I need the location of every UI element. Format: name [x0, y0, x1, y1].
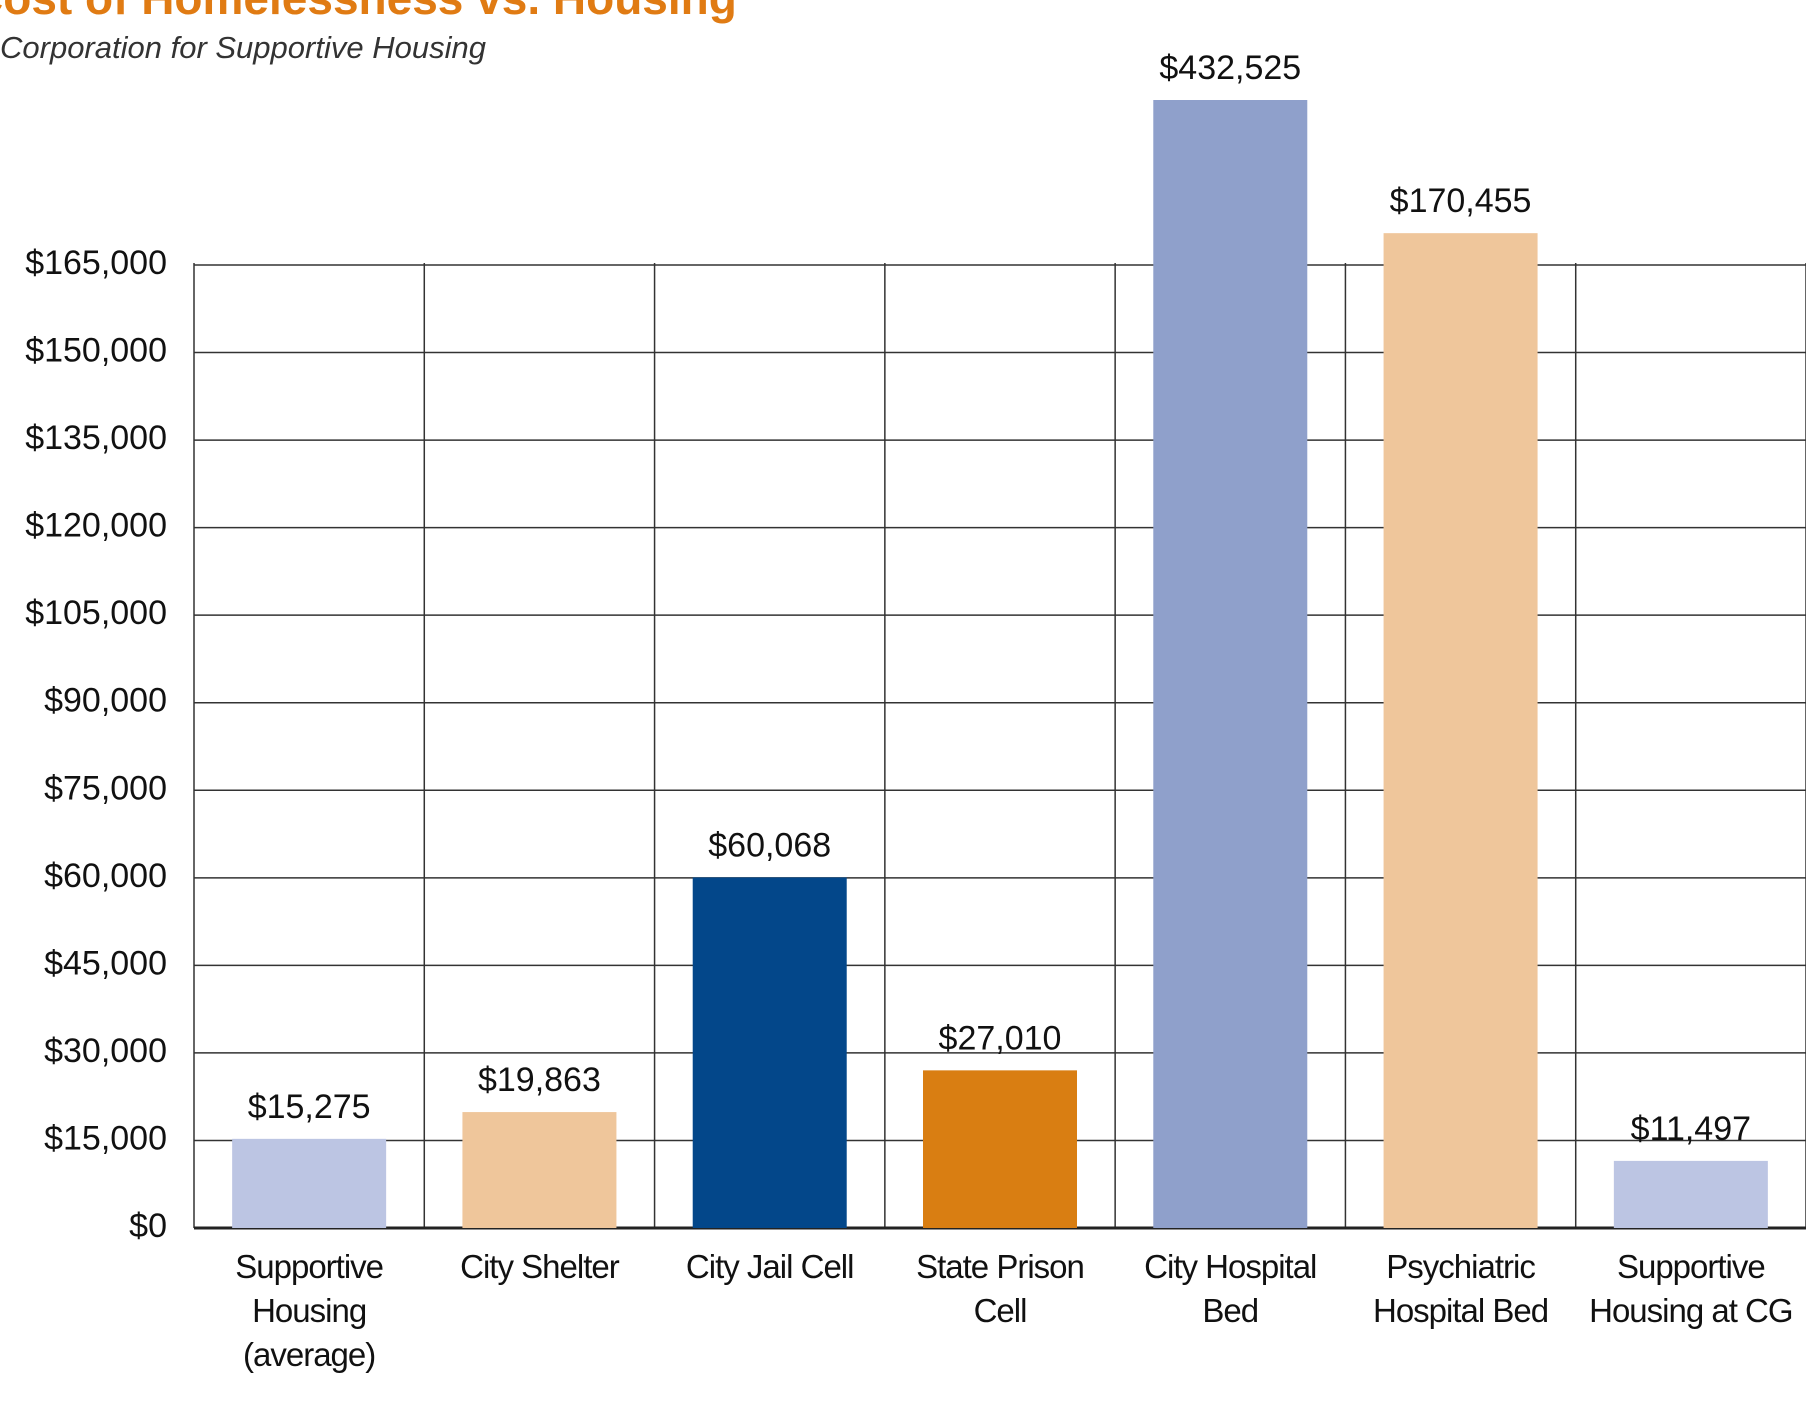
x-tick-label: Psychiatric Hospital Bed: [1373, 1248, 1549, 1329]
bar: [1153, 100, 1308, 1229]
y-tick-label: $105,000: [25, 594, 167, 632]
bar: [1613, 1160, 1768, 1228]
y-tick-label: $15,000: [44, 1119, 167, 1157]
x-tick-label: City Hospital Bed: [1144, 1248, 1317, 1329]
chart-title: Cost of Homelessness vs. Housing: [0, 0, 737, 24]
y-tick-label: $165,000: [25, 244, 167, 282]
value-label: $27,010: [939, 1019, 1062, 1057]
bar: [462, 1112, 617, 1228]
bar: [232, 1138, 387, 1228]
x-tick-label: City Jail Cell: [685, 1248, 855, 1285]
value-label: $60,068: [708, 826, 831, 864]
y-tick-label: $60,000: [44, 857, 167, 895]
bar: [923, 1070, 1077, 1228]
value-label: $432,525: [1159, 49, 1301, 87]
y-tick-label: $135,000: [25, 419, 167, 457]
value-label: $11,497: [1631, 1110, 1751, 1148]
y-tick-label: $150,000: [25, 332, 167, 370]
value-label: $19,863: [478, 1061, 601, 1099]
y-tick-label: $30,000: [44, 1032, 167, 1070]
y-tick-label: $120,000: [25, 507, 167, 545]
x-tick-label: Supportive Housing (average): [235, 1248, 384, 1373]
y-tick-label: $0: [129, 1207, 167, 1245]
y-tick-label: $45,000: [44, 944, 167, 982]
bar: [1383, 233, 1538, 1228]
x-tick-label: State Prison Cell: [916, 1248, 1085, 1329]
value-label: $170,455: [1390, 182, 1532, 220]
x-tick-label: City Shelter: [460, 1248, 620, 1285]
x-tick-label: Supportive Housing at CG: [1589, 1248, 1793, 1329]
chart-subtitle: Corporation for Supportive Housing: [0, 30, 486, 65]
bar: [692, 877, 847, 1228]
y-tick-label: $75,000: [44, 769, 167, 807]
y-tick-label: $90,000: [44, 682, 167, 720]
value-label: $15,275: [248, 1088, 371, 1126]
